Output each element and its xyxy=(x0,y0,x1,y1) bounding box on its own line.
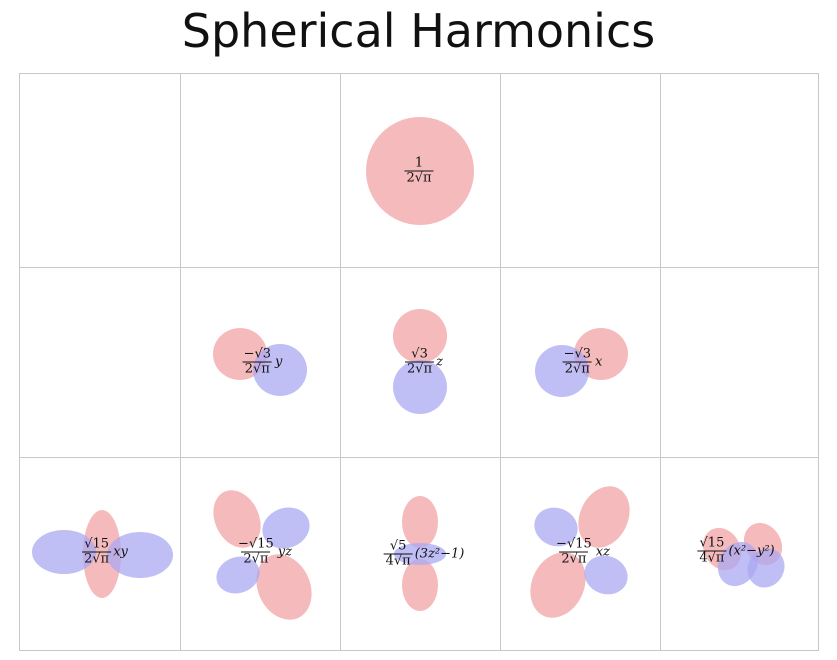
numerator: −√15 xyxy=(556,536,592,552)
cell-l1-m1: −√3 2√π x xyxy=(500,267,660,457)
denominator: 2√π xyxy=(242,361,272,377)
denominator: 2√π xyxy=(559,551,589,567)
negative-lobe xyxy=(32,530,96,574)
variable: xz xyxy=(595,544,610,560)
grid-line xyxy=(180,74,181,650)
variable: x xyxy=(595,354,603,370)
numerator: √3 xyxy=(411,346,428,362)
denominator: 2√π xyxy=(241,551,271,567)
orbital-l1-m1 xyxy=(535,328,628,397)
page-title: Spherical Harmonics xyxy=(181,4,656,58)
negative-lobe xyxy=(393,360,447,414)
denominator: 4√π xyxy=(697,550,727,566)
grid-line xyxy=(20,267,818,268)
numerator: 1 xyxy=(414,155,424,171)
grid-line xyxy=(340,74,341,650)
cell-l2-m-2: √15 2√π xy xyxy=(20,457,180,652)
numerator: −√3 xyxy=(563,346,592,362)
cell-l1-m0: √3 2√π z xyxy=(340,267,500,457)
negative-lobe xyxy=(107,532,173,578)
numerator: √15 xyxy=(699,535,725,551)
cell-l1-m-1: −√3 2√π y xyxy=(180,267,340,457)
cell-l0-m0: 1 2√π xyxy=(340,74,500,267)
harmonics-grid: 1 2√π −√3 2√π y √3 2√π z −√3 2√π x xyxy=(19,73,819,651)
cell-l2-m-1: −√15 2√π yz xyxy=(180,457,340,652)
positive-lobe xyxy=(530,552,586,618)
equation-l1-m1: −√3 2√π x xyxy=(562,346,603,377)
positive-lobe xyxy=(256,554,312,620)
positive-lobe xyxy=(83,510,121,598)
variable: xy xyxy=(113,544,128,560)
denominator: 2√π xyxy=(404,170,434,186)
orbital-l2-m0 xyxy=(394,496,446,611)
orbital-l1-m-1 xyxy=(213,328,307,396)
positive-lobe xyxy=(402,559,438,611)
equation-l2-m0: √5 4√π (3z²−1) xyxy=(383,538,465,569)
grid-line xyxy=(20,457,818,458)
negative-lobe xyxy=(717,541,759,587)
equation-l2-m1: −√15 2√π xz xyxy=(554,536,610,567)
variable: z xyxy=(436,354,443,370)
cell-l2-m2: √15 4√π (x²−y²) xyxy=(660,457,820,652)
negative-lobe xyxy=(534,507,578,547)
positive-lobe xyxy=(578,486,630,548)
denominator: 2√π xyxy=(562,361,592,377)
equation-l1-m-1: −√3 2√π y xyxy=(242,346,283,377)
grid-line xyxy=(660,74,661,650)
orbital-l2-m-2 xyxy=(32,510,173,598)
variable: yz xyxy=(277,544,292,560)
negative-lobe xyxy=(253,344,307,396)
negative-lobe xyxy=(394,543,446,565)
orbital-l2-m1 xyxy=(530,486,630,618)
numerator: −√15 xyxy=(238,536,274,552)
positive-lobe xyxy=(402,496,438,548)
equation-l1-m0: √3 2√π z xyxy=(405,346,443,377)
negative-lobe xyxy=(216,556,260,594)
equation-l0-m0: 1 2√π xyxy=(404,155,435,186)
denominator: 4√π xyxy=(383,553,413,569)
cell-l2-m1: −√15 2√π xz xyxy=(500,457,660,652)
equation-l2-m-2: √15 2√π xy xyxy=(82,536,128,567)
variable: (3z²−1) xyxy=(414,546,465,562)
numerator: −√3 xyxy=(243,346,272,362)
orbital-l2-m-1 xyxy=(213,490,312,620)
denominator: 2√π xyxy=(405,361,435,377)
variable: (x²−y²) xyxy=(728,543,775,559)
negative-lobe xyxy=(584,555,628,595)
numerator: √15 xyxy=(84,536,110,552)
equation-l2-m-1: −√15 2√π yz xyxy=(236,536,292,567)
orbital-l2-m2 xyxy=(702,522,785,588)
denominator: 2√π xyxy=(82,551,112,567)
cell-l2-m0: √5 4√π (3z²−1) xyxy=(340,457,500,652)
variable: y xyxy=(275,354,283,370)
numerator: √5 xyxy=(389,538,407,554)
orbital-l1-m0 xyxy=(393,309,447,414)
negative-lobe xyxy=(747,548,785,588)
negative-lobe xyxy=(262,507,310,549)
equation-l2-m2: √15 4√π (x²−y²) xyxy=(697,535,775,566)
grid-line xyxy=(500,74,501,650)
positive-lobe xyxy=(213,490,261,548)
positive-lobe xyxy=(393,309,447,363)
negative-lobe xyxy=(535,345,589,397)
